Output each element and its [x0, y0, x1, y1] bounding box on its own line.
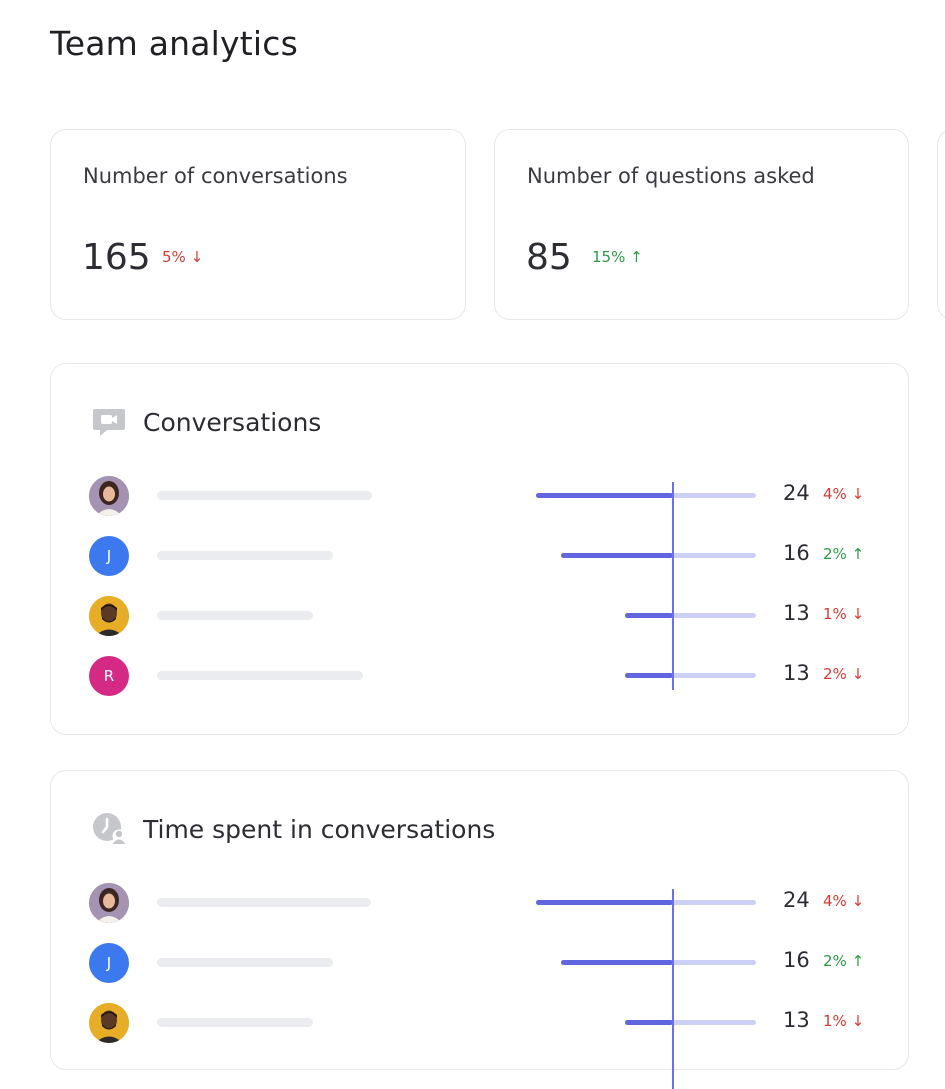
- member-row[interactable]: J 16 2% ↑: [51, 534, 908, 578]
- stat-delta: 15% ↑: [592, 248, 643, 266]
- delta-percent: 2%: [823, 665, 847, 683]
- member-row[interactable]: 13 1% ↓: [51, 594, 908, 638]
- name-placeholder: [157, 611, 313, 620]
- member-row[interactable]: 24 4% ↓: [51, 881, 908, 925]
- value-bar: [625, 673, 673, 678]
- row-delta: 4% ↓: [823, 485, 864, 503]
- value-bar: [625, 613, 673, 618]
- member-row[interactable]: 13 1% ↓: [51, 1001, 908, 1045]
- name-placeholder: [157, 491, 372, 500]
- bar-track: [625, 673, 756, 678]
- arrow-down-icon: ↓: [851, 605, 865, 623]
- delta-percent: 2%: [823, 545, 847, 563]
- row-delta: 1% ↓: [823, 1012, 864, 1030]
- row-delta: 2% ↑: [823, 545, 864, 563]
- name-placeholder: [157, 671, 363, 680]
- arrow-down-icon: ↓: [851, 485, 865, 503]
- delta-percent: 2%: [823, 952, 847, 970]
- bar-track: [625, 613, 756, 618]
- avatar[interactable]: J: [89, 943, 129, 983]
- arrow-down-icon: ↓: [851, 892, 865, 910]
- clock-user-icon: [91, 811, 127, 847]
- time-spent-panel: Time spent in conversations 24 4% ↓ J 16…: [50, 770, 909, 1089]
- stat-delta: 5% ↓: [162, 248, 203, 266]
- value-bar: [561, 553, 673, 558]
- row-delta: 4% ↓: [823, 892, 864, 910]
- value-bar: [536, 493, 673, 498]
- row-value: 16: [783, 948, 810, 972]
- arrow-down-icon: ↓: [851, 1012, 865, 1030]
- avatar[interactable]: R: [89, 656, 129, 696]
- stat-card-partial[interactable]: [937, 129, 945, 320]
- avatar[interactable]: [89, 476, 129, 516]
- avatar[interactable]: [89, 596, 129, 636]
- row-value: 13: [783, 601, 810, 625]
- arrow-up-icon: ↑: [851, 952, 865, 970]
- arrow-up-icon: ↑: [851, 545, 865, 563]
- delta-percent: 15%: [592, 248, 626, 266]
- member-row[interactable]: 24 4% ↓: [51, 474, 908, 518]
- row-delta: 1% ↓: [823, 605, 864, 623]
- arrow-down-icon: ↓: [190, 248, 204, 266]
- questions-stat-card[interactable]: Number of questions asked 85 15% ↑: [494, 129, 909, 320]
- value-bar: [536, 900, 673, 905]
- member-row[interactable]: R 13 2% ↓: [51, 654, 908, 698]
- delta-percent: 1%: [823, 1012, 847, 1030]
- avatar-initial: J: [106, 954, 112, 972]
- delta-percent: 4%: [823, 892, 847, 910]
- page-title: Team analytics: [50, 24, 299, 63]
- panel-title: Conversations: [143, 408, 322, 437]
- row-value: 13: [783, 661, 810, 685]
- name-placeholder: [157, 898, 371, 907]
- avatar[interactable]: J: [89, 536, 129, 576]
- delta-percent: 5%: [162, 248, 186, 266]
- avatar[interactable]: [89, 1003, 129, 1043]
- arrow-up-icon: ↑: [630, 248, 643, 266]
- row-value: 24: [783, 888, 810, 912]
- name-placeholder: [157, 958, 333, 967]
- row-value: 13: [783, 1008, 810, 1032]
- bar-track: [625, 1020, 756, 1025]
- stat-label: Number of questions asked: [527, 164, 815, 188]
- conversations-panel: Conversations 24 4% ↓ J 16 2% ↑: [50, 363, 909, 735]
- row-value: 24: [783, 481, 810, 505]
- panel-title: Time spent in conversations: [143, 815, 496, 844]
- arrow-down-icon: ↓: [851, 665, 865, 683]
- delta-percent: 1%: [823, 605, 847, 623]
- avatar-initial: R: [103, 667, 115, 685]
- stat-value: 85: [526, 237, 572, 278]
- conversations-stat-card[interactable]: Number of conversations 165 5% ↓: [50, 129, 466, 320]
- value-bar: [561, 960, 673, 965]
- stat-value: 165: [82, 237, 151, 278]
- name-placeholder: [157, 551, 333, 560]
- stat-label: Number of conversations: [83, 164, 348, 188]
- row-delta: 2% ↓: [823, 665, 864, 683]
- average-line: [672, 889, 674, 1089]
- avatar[interactable]: [89, 883, 129, 923]
- video-chat-icon: [91, 404, 127, 440]
- delta-percent: 4%: [823, 485, 847, 503]
- row-value: 16: [783, 541, 810, 565]
- member-row[interactable]: J 16 2% ↑: [51, 941, 908, 985]
- average-line: [672, 482, 674, 690]
- row-delta: 2% ↑: [823, 952, 864, 970]
- name-placeholder: [157, 1018, 313, 1027]
- avatar-initial: J: [106, 547, 112, 565]
- value-bar: [625, 1020, 673, 1025]
